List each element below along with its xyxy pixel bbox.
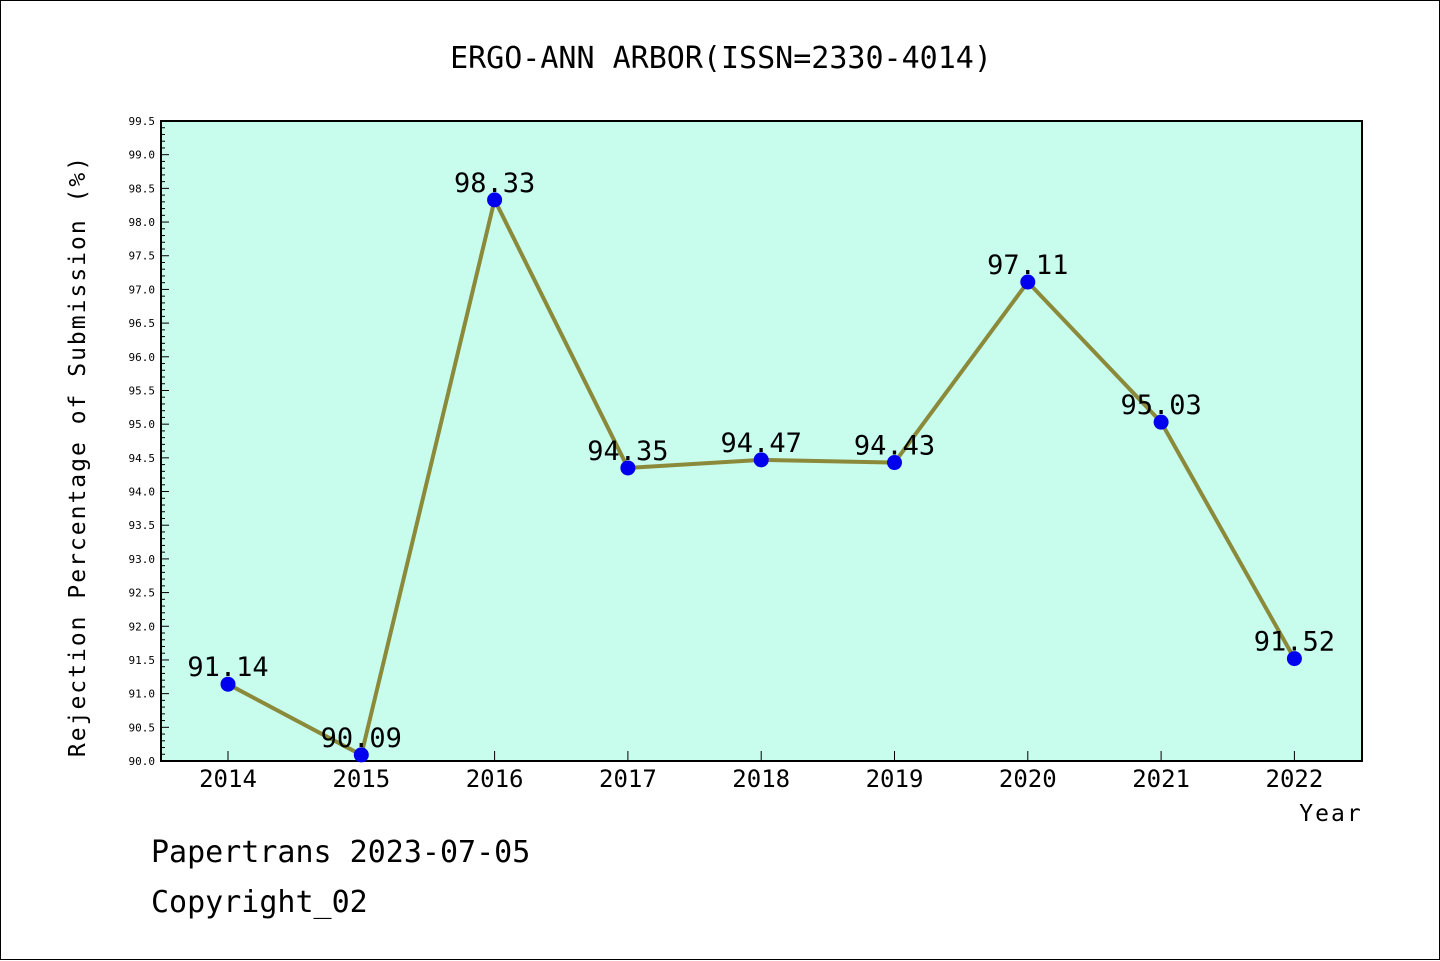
y-tick-label: 93.0 — [129, 553, 156, 566]
data-label: 94.43 — [854, 431, 935, 462]
x-tick-label: 2021 — [1132, 765, 1190, 793]
data-label: 91.52 — [1254, 627, 1335, 658]
x-axis-label: Year — [1299, 801, 1362, 827]
data-label: 94.35 — [587, 436, 668, 467]
y-tick-label: 96.5 — [129, 317, 156, 330]
data-label: 94.47 — [721, 428, 802, 459]
y-tick-label: 90.0 — [129, 755, 156, 768]
y-tick-label: 93.5 — [129, 519, 156, 532]
y-tick-label: 90.5 — [129, 721, 156, 734]
data-point — [1020, 274, 1036, 290]
y-tick-label: 99.5 — [129, 115, 156, 128]
y-tick-label: 95.0 — [129, 418, 156, 431]
data-label: 98.33 — [454, 168, 535, 199]
y-tick-label: 91.5 — [129, 654, 156, 667]
x-tick-label: 2016 — [466, 765, 524, 793]
x-tick-label: 2018 — [732, 765, 790, 793]
y-tick-label: 92.5 — [129, 587, 156, 600]
x-tick-label: 2017 — [599, 765, 657, 793]
y-tick-label: 94.0 — [129, 486, 156, 499]
x-tick-label: 2019 — [866, 765, 924, 793]
y-tick-label: 95.5 — [129, 384, 156, 397]
data-label: 97.11 — [987, 250, 1068, 281]
y-tick-label: 97.5 — [129, 250, 156, 263]
x-tick-label: 2020 — [999, 765, 1057, 793]
y-tick-label: 91.0 — [129, 688, 156, 701]
x-tick-label: 2014 — [199, 765, 257, 793]
y-tick-label: 96.0 — [129, 351, 156, 364]
y-tick-label: 99.0 — [129, 149, 156, 162]
series-markers — [220, 192, 1302, 763]
data-point — [1286, 651, 1302, 667]
data-label: 91.14 — [187, 652, 268, 683]
data-label: 95.03 — [1120, 390, 1201, 421]
data-point — [487, 192, 503, 208]
chart-title: ERGO-ANN ARBOR(ISSN=2330-4014) — [450, 41, 992, 76]
y-tick-label: 97.0 — [129, 283, 156, 296]
data-point — [753, 452, 769, 468]
y-tick-label: 98.0 — [129, 216, 156, 229]
y-axis-label: Rejection Percentage of Submission (%) — [65, 155, 91, 757]
y-axis: 90.0 90.5 91.0 91.5 92.0 92.5 93.0 93.5 94.0 94.5… — [129, 115, 169, 768]
data-point — [620, 460, 636, 476]
data-point — [353, 747, 369, 763]
plot-area — [160, 120, 1363, 762]
data-label: 90.09 — [321, 723, 402, 754]
data-point — [220, 676, 236, 692]
data-labels: 91.14 90.09 98.33 94.35 94.47 94.43 97.11 95.03… — [187, 168, 1335, 754]
y-tick-label: 98.5 — [129, 182, 156, 195]
x-tick-label: 2022 — [1266, 765, 1324, 793]
footer-copyright: Copyright_02 — [151, 885, 368, 920]
y-tick-label: 92.0 — [129, 620, 156, 633]
footer-date: Papertrans 2023-07-05 — [151, 835, 531, 870]
x-tick-label: 2015 — [332, 765, 390, 793]
data-point — [887, 455, 902, 471]
data-point — [1153, 414, 1169, 430]
y-tick-label: 94.5 — [129, 452, 156, 465]
